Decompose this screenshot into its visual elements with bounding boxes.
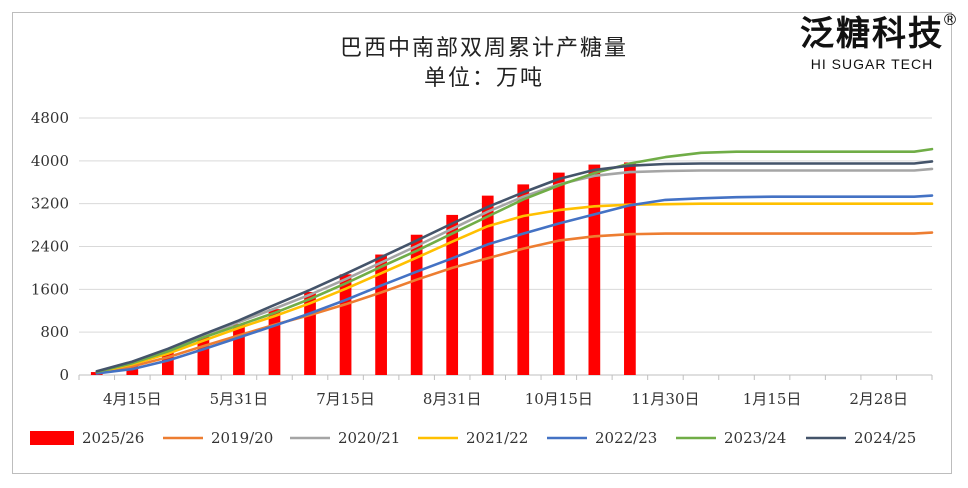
series-line-2024-25: [95, 160, 934, 373]
chart-subtitle: 单位：万吨: [423, 66, 544, 91]
x-tick-label: 2月28日: [849, 390, 908, 408]
chart-title: 巴西中南部双周累计产糖量: [339, 36, 628, 61]
bar-2025-26: [481, 195, 494, 375]
bar-2025-26: [624, 162, 636, 375]
y-tick-label: 3200: [31, 195, 69, 213]
y-tick-label: 4800: [31, 109, 69, 127]
x-tick-label: 5月31日: [210, 390, 269, 408]
registered-mark: ®: [942, 10, 958, 29]
bar-2025-26: [375, 254, 387, 375]
series-line-2023-24: [95, 147, 934, 374]
logo-english-name: HI SUGAR TECH: [810, 56, 934, 72]
x-tick-label: 1月15日: [743, 390, 802, 408]
legend-label: 2024/25: [854, 429, 916, 447]
y-tick-label: 2400: [31, 238, 69, 256]
legend-label: 2020/21: [338, 429, 400, 447]
y-tick-label: 0: [59, 366, 69, 384]
bar-2025-26: [304, 292, 316, 375]
legend-label: 2021/22: [466, 429, 528, 447]
y-tick-label: 800: [40, 323, 69, 341]
x-tick-label: 7月15日: [316, 390, 375, 408]
bar-2025-26: [552, 172, 565, 375]
legend-label: 2025/26: [82, 429, 144, 447]
y-tick-label: 1600: [31, 280, 69, 298]
bar-2025-26: [268, 309, 281, 375]
bar-2025-26: [197, 336, 210, 375]
bar-2025-26: [446, 214, 459, 375]
legend-swatch-bar: [30, 431, 74, 445]
bar-2025-26: [161, 352, 174, 375]
hi-sugar-logo: 泛糖科技 ® HI SUGAR TECH: [800, 10, 958, 72]
x-tick-label: 8月31日: [423, 390, 482, 408]
series-line-2021-22: [95, 202, 934, 374]
bar-2025-26: [588, 164, 601, 375]
x-tick-label: 10月15日: [525, 390, 593, 408]
legend-label: 2022/23: [595, 429, 657, 447]
bar-2025-26: [233, 324, 245, 375]
bar-2025-26: [410, 234, 423, 375]
bar-2025-26: [517, 184, 530, 375]
series-line-2019-20: [95, 231, 934, 375]
series-line-2020-21: [95, 167, 934, 374]
series-line-2022-23: [95, 194, 934, 375]
logo-chinese-name: 泛糖科技: [800, 14, 944, 54]
x-tick-label: 11月30日: [631, 390, 699, 408]
legend-label: 2019/20: [211, 429, 273, 447]
y-tick-label: 4000: [31, 152, 69, 170]
legend-label: 2023/24: [724, 429, 786, 447]
x-tick-label: 4月15日: [103, 390, 162, 408]
bar-2025-26: [339, 274, 352, 375]
